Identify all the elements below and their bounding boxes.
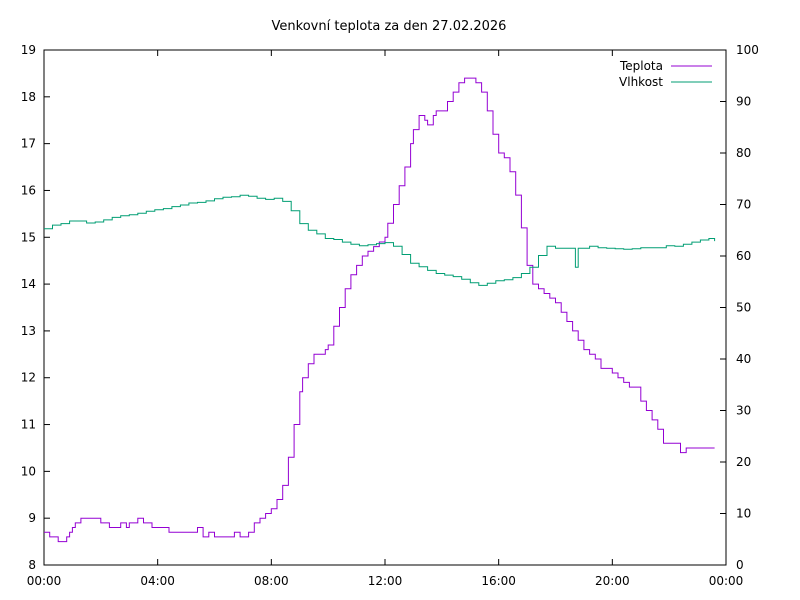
y-tick-label: 17 bbox=[21, 137, 36, 151]
y2-tick-label: 40 bbox=[736, 352, 751, 366]
chart-title: Venkovní teplota za den 27.02.2026 bbox=[272, 19, 507, 34]
axis-ticks: 8 9 10 11 12 13 14 15 16 17 18 19 0 10 20 30 40 50 60 70 80 9… bbox=[21, 43, 759, 588]
y-tick-label: 14 bbox=[21, 277, 36, 291]
x-tick-label: 16:00 bbox=[481, 574, 516, 588]
y-tick-label: 10 bbox=[21, 464, 36, 478]
legend-label: Teplota bbox=[619, 59, 663, 73]
x-tick-label: 00:00 bbox=[709, 574, 744, 588]
x-tick-label: 04:00 bbox=[140, 574, 175, 588]
legend: Teplota Vlhkost bbox=[619, 59, 712, 89]
plot-frame bbox=[43, 49, 727, 566]
series-layer bbox=[44, 77, 716, 543]
y-tick-label: 8 bbox=[28, 558, 36, 572]
y2-tick-label: 70 bbox=[736, 198, 751, 212]
y-tick-label: 11 bbox=[21, 418, 36, 432]
series-line-teplota bbox=[44, 77, 715, 543]
y-tick-label: 16 bbox=[21, 183, 36, 197]
x-tick-label: 12:00 bbox=[368, 574, 403, 588]
y2-tick-label: 80 bbox=[736, 146, 751, 160]
y2-tick-label: 60 bbox=[736, 249, 751, 263]
y-tick-label: 19 bbox=[21, 43, 36, 57]
y2-tick-label: 0 bbox=[736, 558, 744, 572]
y2-tick-label: 20 bbox=[736, 455, 751, 469]
y2-tick-label: 30 bbox=[736, 404, 751, 418]
y2-tick-label: 90 bbox=[736, 95, 751, 109]
y-tick-label: 13 bbox=[21, 324, 36, 338]
legend-label: Vlhkost bbox=[619, 75, 663, 89]
series-line-vlhkost bbox=[44, 194, 716, 286]
y-tick-label: 9 bbox=[28, 511, 36, 525]
y2-tick-label: 10 bbox=[736, 507, 751, 521]
y2-tick-label: 50 bbox=[736, 301, 751, 315]
x-tick-label: 20:00 bbox=[595, 574, 630, 588]
y-tick-label: 18 bbox=[21, 90, 36, 104]
x-tick-label: 08:00 bbox=[254, 574, 289, 588]
y-tick-label: 12 bbox=[21, 371, 36, 385]
x-tick-label: 00:00 bbox=[27, 574, 62, 588]
y-tick-label: 15 bbox=[21, 230, 36, 244]
y2-tick-label: 100 bbox=[736, 43, 759, 57]
